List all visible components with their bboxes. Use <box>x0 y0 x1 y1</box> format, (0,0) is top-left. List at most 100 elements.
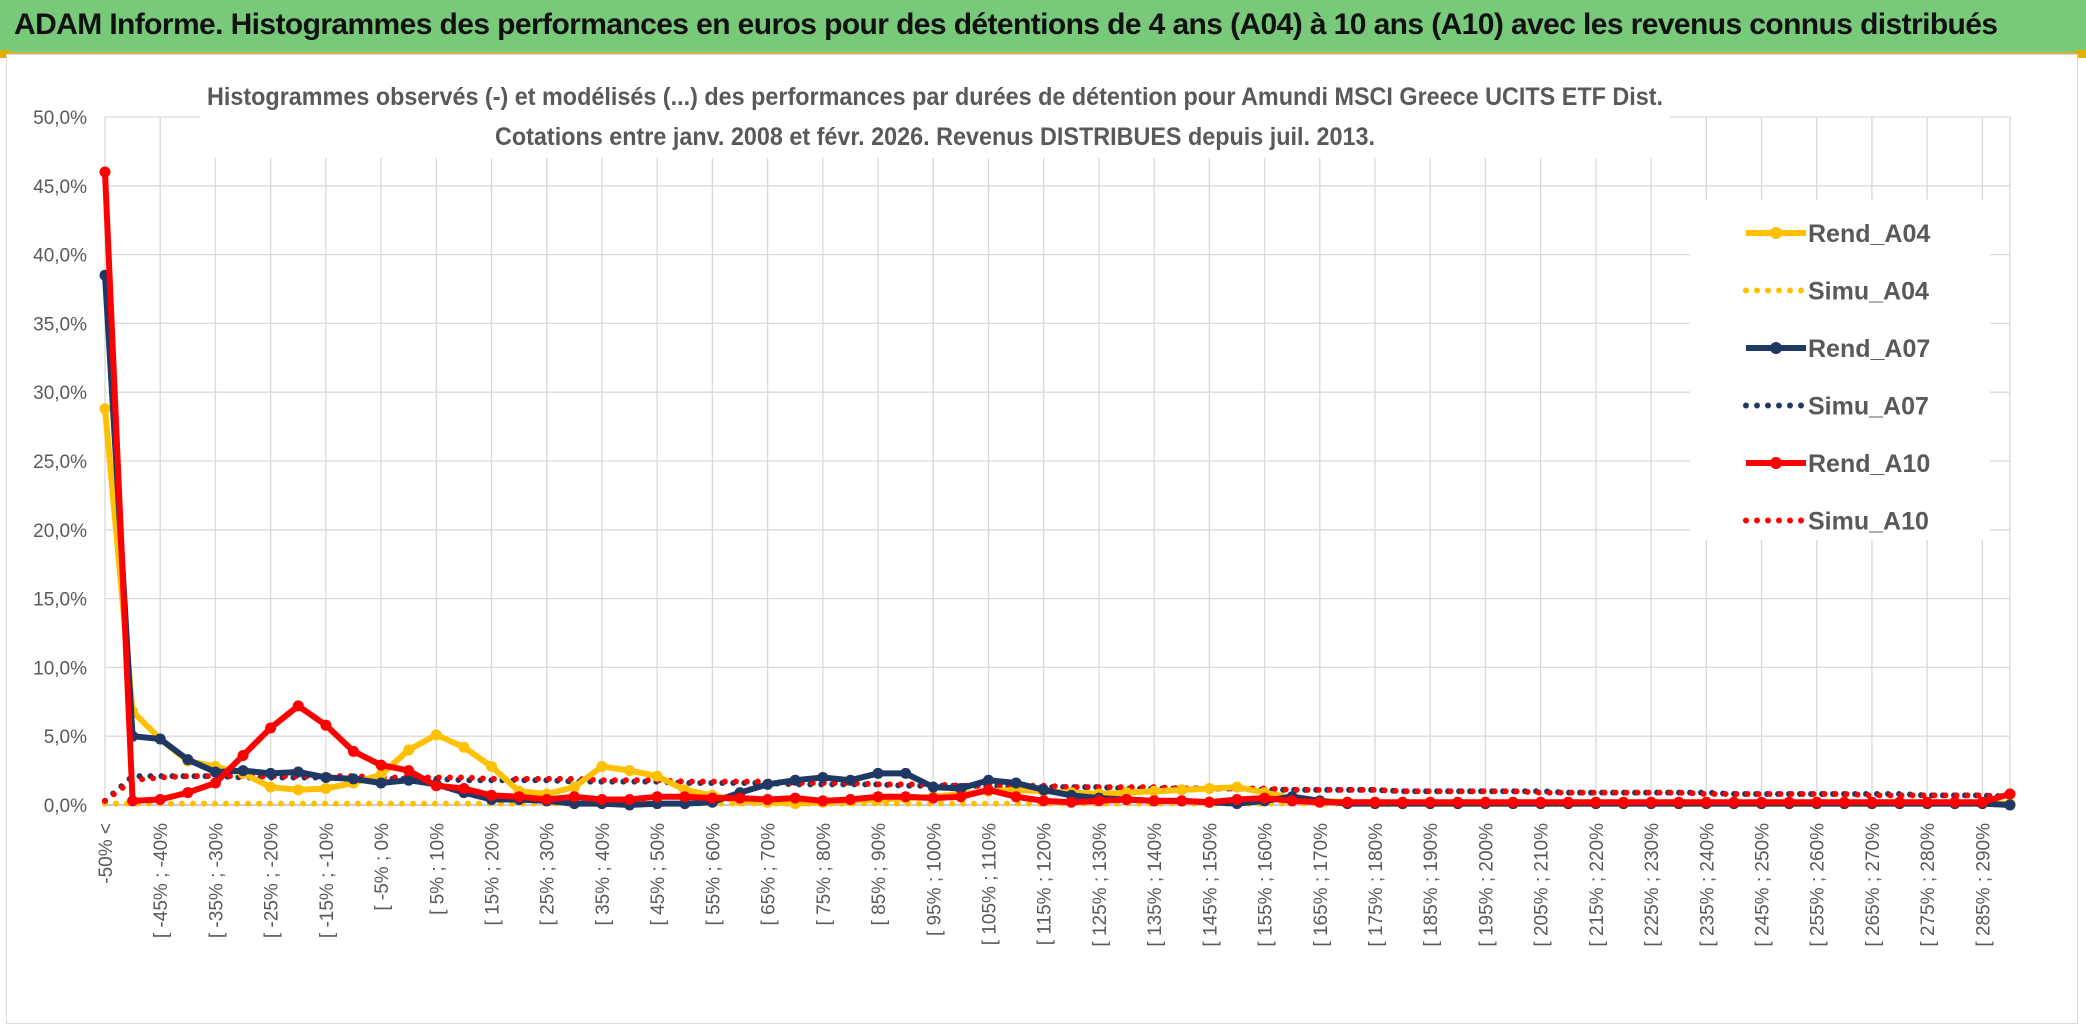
x-axis: -50% < [ -45% ; -40% [ -35% ; -30% [ -25% ;… <box>96 823 1994 947</box>
data-point <box>347 773 359 785</box>
data-point <box>1369 796 1381 808</box>
data-point <box>624 793 636 805</box>
x-tick-label: [ 185% ; 190% <box>1421 823 1442 947</box>
data-point <box>237 765 249 777</box>
legend-label: Rend_A07 <box>1808 335 1930 363</box>
data-point <box>182 787 194 799</box>
x-tick-label: [ 45% ; 50% <box>648 823 669 926</box>
data-point <box>99 403 111 415</box>
series-simu-a10 <box>102 773 2013 804</box>
data-point <box>430 780 442 792</box>
x-tick-label: [ 235% ; 240% <box>1697 823 1718 947</box>
data-point <box>1176 795 1188 807</box>
legend-item: Rend_A07 <box>1746 335 1930 363</box>
y-tick-label: 30,0% <box>33 383 87 404</box>
x-tick-label: [ -15% ; -10% <box>317 823 338 938</box>
data-point <box>1203 796 1215 808</box>
data-point <box>1093 795 1105 807</box>
x-tick-label: [ 275% ; 280% <box>1918 823 1939 947</box>
x-tick-label: [ -35% ; -30% <box>206 823 227 938</box>
data-point <box>1756 796 1768 808</box>
data-point <box>1562 796 1574 808</box>
data-point <box>292 700 304 712</box>
data-point <box>154 733 166 745</box>
x-tick-label: [ 65% ; 70% <box>759 823 780 926</box>
data-point <box>1783 796 1795 808</box>
data-point <box>430 729 442 741</box>
data-point <box>1203 782 1215 794</box>
x-tick-label: [ 5% ; 10% <box>427 823 448 915</box>
data-point <box>1038 784 1050 796</box>
data-point <box>927 792 939 804</box>
data-point <box>99 166 111 178</box>
data-point <box>1424 796 1436 808</box>
data-point <box>403 774 415 786</box>
data-point <box>1341 796 1353 808</box>
data-point <box>596 793 608 805</box>
data-point <box>541 793 553 805</box>
data-point <box>568 791 580 803</box>
data-point <box>1065 796 1077 808</box>
data-point <box>375 769 387 781</box>
data-point <box>1700 796 1712 808</box>
y-tick-label: 50,0% <box>33 108 87 129</box>
data-point <box>651 791 663 803</box>
data-point <box>1617 796 1629 808</box>
x-tick-label: [ 35% ; 40% <box>593 823 614 926</box>
data-point <box>789 792 801 804</box>
x-tick-label: [ 55% ; 60% <box>703 823 724 926</box>
data-point <box>1921 796 1933 808</box>
legend-background <box>1690 200 1990 540</box>
y-axis: 0,0% 5,0% 10,0% 15,0% 20,0% 25,0% 30,0% 35,0% 40… <box>33 108 87 817</box>
x-tick-label: [ 125% ; 130% <box>1090 823 1111 947</box>
x-tick-label: [ 195% ; 200% <box>1476 823 1497 947</box>
data-point <box>1148 785 1160 797</box>
y-tick-label: 20,0% <box>33 521 87 542</box>
data-point <box>265 781 277 793</box>
data-point <box>1811 796 1823 808</box>
data-point <box>872 767 884 779</box>
legend-item: Simu_A04 <box>1743 278 1929 306</box>
series-rend-a10 <box>99 166 2016 808</box>
x-tick-label: [ 25% ; 30% <box>538 823 559 926</box>
data-point <box>458 782 470 794</box>
x-tick-label: [ 265% ; 270% <box>1863 823 1884 947</box>
data-point <box>375 777 387 789</box>
legend-label: Simu_A07 <box>1808 393 1929 421</box>
data-point <box>872 791 884 803</box>
legend-marker <box>1770 342 1782 354</box>
data-point <box>209 766 221 778</box>
x-tick-label: [ 175% ; 180% <box>1366 823 1387 947</box>
y-tick-label: 45,0% <box>33 177 87 198</box>
data-point <box>1866 796 1878 808</box>
data-point <box>844 793 856 805</box>
data-point <box>1949 796 1961 808</box>
x-tick-label: [ -25% ; -20% <box>262 823 283 938</box>
data-point <box>1894 796 1906 808</box>
data-point <box>762 778 774 790</box>
data-point <box>982 784 994 796</box>
data-point <box>513 791 525 803</box>
y-tick-label: 0,0% <box>44 796 87 817</box>
data-point <box>1010 777 1022 789</box>
data-point <box>1148 795 1160 807</box>
x-tick-label: [ 245% ; 250% <box>1753 823 1774 947</box>
legend: Rend_A04 Simu_A04 Rend_A07 Simu_A07 Rend_A10… <box>1690 200 1990 540</box>
x-tick-label: [ 155% ; 160% <box>1256 823 1277 947</box>
y-tick-label: 5,0% <box>44 727 87 748</box>
x-tick-label: [ 75% ; 80% <box>814 823 835 926</box>
data-point <box>1838 796 1850 808</box>
legend-item: Rend_A04 <box>1746 220 1930 248</box>
data-point <box>1259 792 1271 804</box>
x-tick-label: [ 145% ; 150% <box>1200 823 1221 947</box>
data-point <box>955 782 967 794</box>
data-point <box>237 749 249 761</box>
data-point <box>817 795 829 807</box>
data-point <box>320 719 332 731</box>
data-point <box>762 793 774 805</box>
legend-marker <box>1770 227 1782 239</box>
y-tick-label: 40,0% <box>33 246 87 267</box>
x-tick-label: [ 215% ; 220% <box>1587 823 1608 947</box>
data-point <box>1479 796 1491 808</box>
x-tick-label: [ -5% ; 0% <box>372 823 393 911</box>
